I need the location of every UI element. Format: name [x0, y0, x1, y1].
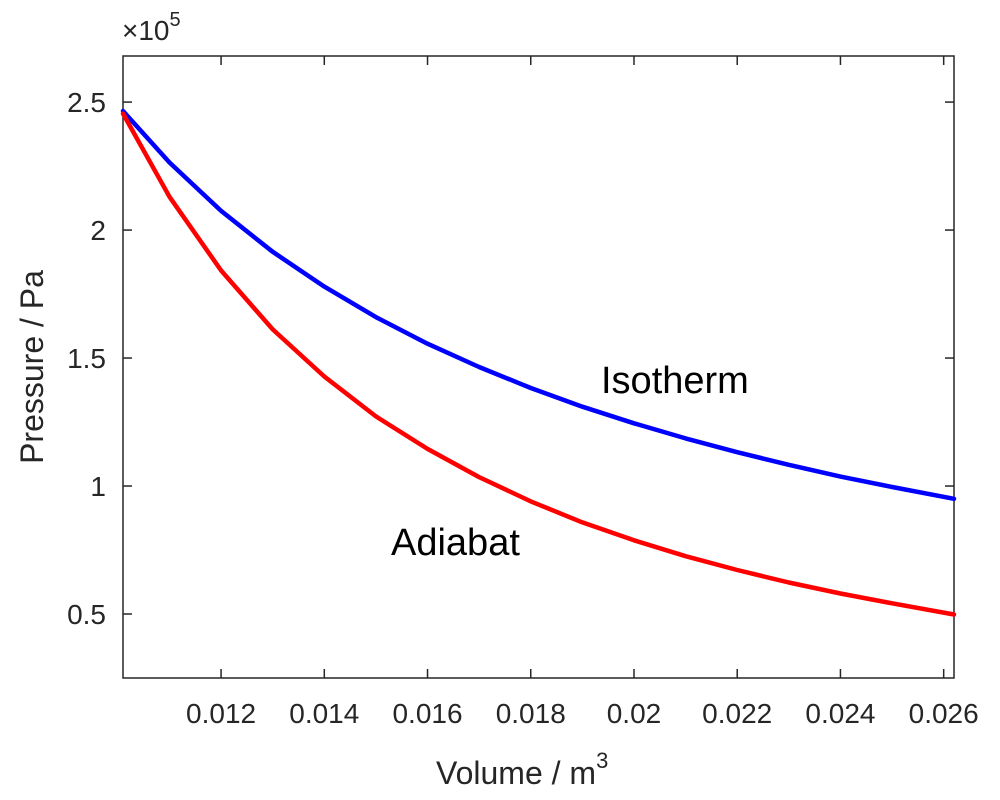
x-tick-label: 0.014 [289, 698, 359, 729]
y-tick-label: 2.5 [67, 87, 106, 118]
y-tick-label: 1.5 [67, 343, 106, 374]
y-exponent-power: 5 [170, 9, 181, 31]
isotherm-series-line [120, 108, 957, 502]
x-tick-label: 0.026 [909, 698, 979, 729]
y-tick-label: 1 [90, 471, 106, 502]
y-axis-label: Pressure / Pa [14, 270, 50, 464]
x-tick-label: 0.024 [805, 698, 875, 729]
plot-area [122, 55, 955, 679]
y-exponent-label: ×105 [122, 9, 181, 46]
x-tick-label: 0.02 [607, 698, 662, 729]
adiabat-series-line [120, 111, 957, 617]
y-tick-label: 2 [90, 215, 106, 246]
x-tick-labels: 0.012 0.014 0.016 0.018 0.02 0.022 0.024 0.026 [186, 698, 979, 729]
x-axis-label-text: Volume / m [436, 755, 596, 791]
series-lines [120, 108, 957, 617]
x-tick-label: 0.022 [702, 698, 772, 729]
annotation-isotherm: Isotherm [601, 360, 749, 402]
annotation-adiabat: Adiabat [391, 522, 520, 564]
x-tick-label: 0.016 [392, 698, 462, 729]
y-tick-label: 0.5 [67, 599, 106, 630]
x-axis-label-superscript: 3 [596, 748, 608, 773]
y-exponent-prefix: ×10 [122, 15, 170, 46]
x-tick-label: 0.018 [496, 698, 566, 729]
x-axis-label: Volume / m3 [436, 748, 608, 791]
x-tick-label: 0.012 [186, 698, 256, 729]
y-tick-labels: 0.5 1 1.5 2 2.5 [67, 87, 106, 630]
